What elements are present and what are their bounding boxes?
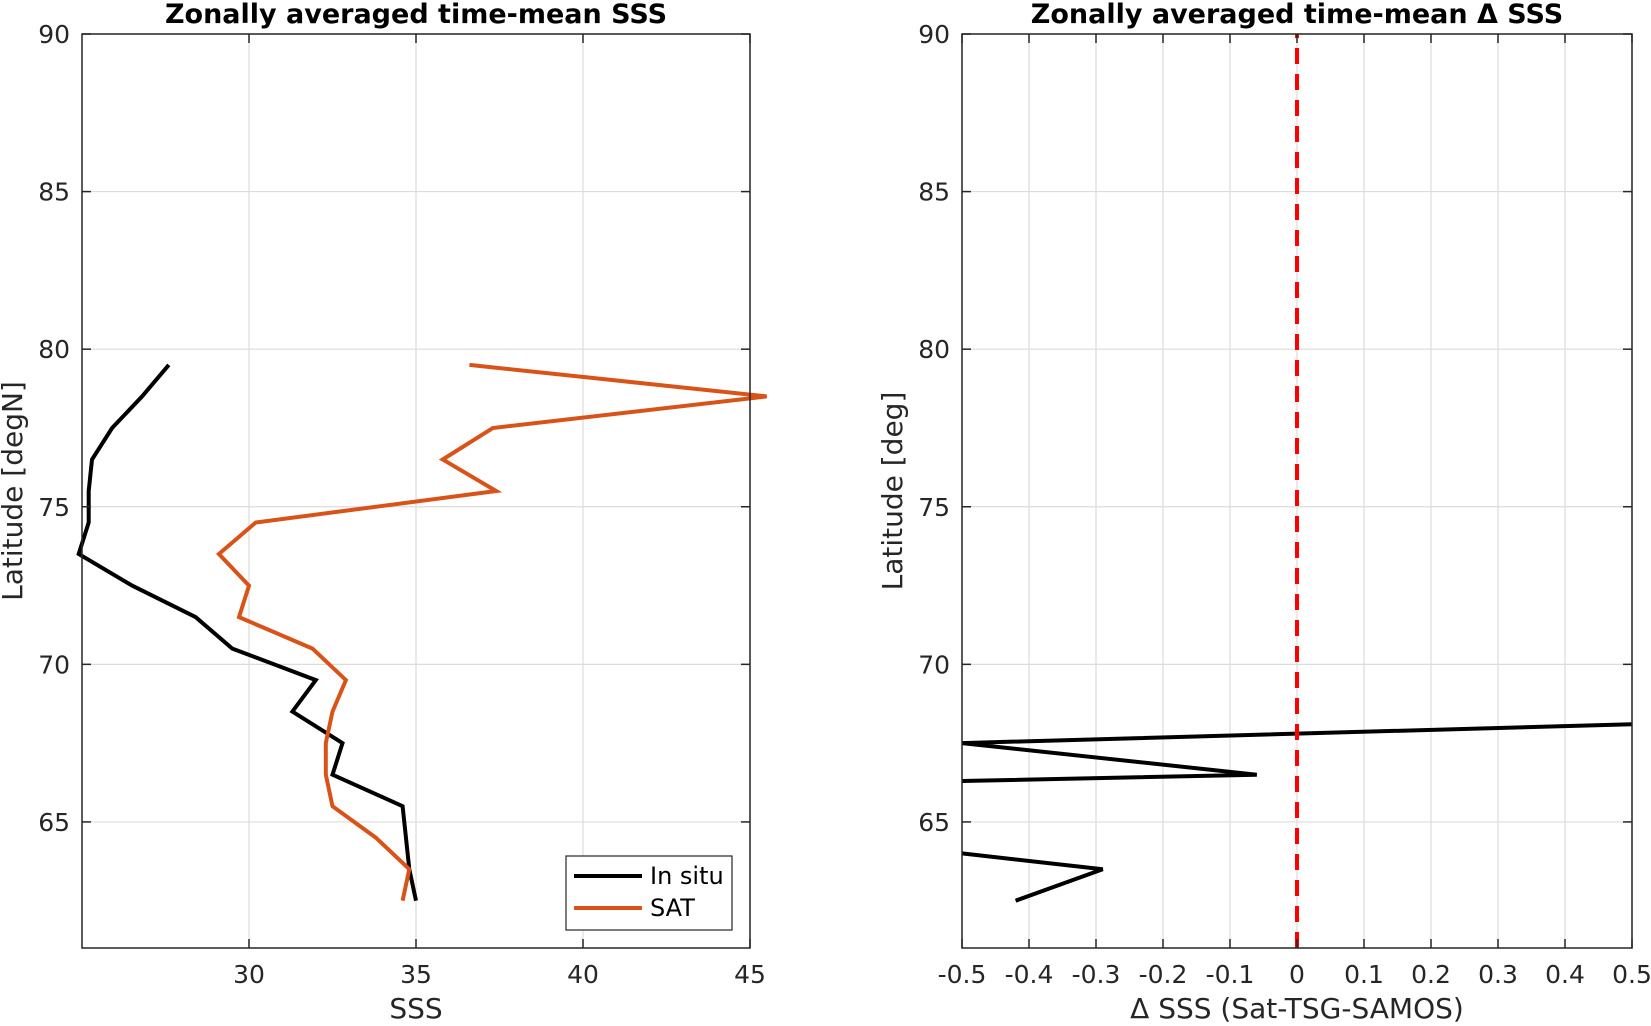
x-tick-label: 0.4 bbox=[1545, 960, 1585, 989]
y-tick-label: 70 bbox=[38, 650, 70, 679]
x-tick-label: 0 bbox=[1289, 960, 1305, 989]
y-tick-label: 90 bbox=[38, 20, 70, 49]
legend-box bbox=[565, 855, 733, 931]
x-tick-label: 0.1 bbox=[1344, 960, 1384, 989]
x-tick-label: 0.2 bbox=[1411, 960, 1451, 989]
y-tick-label: 70 bbox=[918, 650, 950, 679]
x-axis-label: SSS bbox=[389, 992, 442, 1025]
x-tick-label: 0.3 bbox=[1478, 960, 1518, 989]
x-tick-label: -0.4 bbox=[1005, 960, 1054, 989]
series-line-1 bbox=[961, 851, 1104, 903]
sss-panel: 30 35 40 45 65 70 75 80 85 90 Zonally averaged tim… bbox=[0, 0, 767, 1025]
legend-label: In situ bbox=[650, 862, 724, 890]
y-tick-label: 75 bbox=[918, 493, 950, 522]
y-axis-label: Latitude [degN] bbox=[0, 381, 29, 601]
x-tick-label: -0.1 bbox=[1206, 960, 1255, 989]
series-line-in-situ bbox=[76, 363, 418, 902]
y-axis-label: Latitude [deg] bbox=[876, 392, 909, 591]
series-group bbox=[76, 362, 767, 902]
x-tick-label: 45 bbox=[734, 960, 766, 989]
series-line-sat bbox=[215, 362, 767, 902]
x-tick-label: -0.3 bbox=[1072, 960, 1121, 989]
y-tick-label: 85 bbox=[38, 178, 70, 207]
x-tick-label: -0.2 bbox=[1139, 960, 1188, 989]
x-tick-label: 40 bbox=[567, 960, 599, 989]
y-tick-label: 80 bbox=[38, 335, 70, 364]
y-tick-label: 85 bbox=[918, 178, 950, 207]
y-tick-label: 90 bbox=[918, 20, 950, 49]
x-tick-label: 0.5 bbox=[1612, 960, 1651, 989]
y-tick-label: 80 bbox=[918, 335, 950, 364]
series-group bbox=[961, 34, 1633, 948]
delta-sss-panel: -0.5 -0.4 -0.3 -0.2 -0.1 0 0.1 0.2 0.3 0.4 0.5 65 70… bbox=[876, 0, 1651, 1025]
y-tick-label: 75 bbox=[38, 493, 70, 522]
chart-title: Zonally averaged time-mean SSS bbox=[165, 0, 667, 30]
legend-label: SAT bbox=[650, 894, 695, 922]
y-tick-label: 65 bbox=[38, 808, 70, 837]
chart-title: Zonally averaged time-mean Δ SSS bbox=[1031, 0, 1563, 30]
x-tick-label: 30 bbox=[233, 960, 265, 989]
x-tick-label: -0.5 bbox=[938, 960, 987, 989]
y-tick-label: 65 bbox=[918, 808, 950, 837]
x-tick-label: 35 bbox=[400, 960, 432, 989]
x-axis-label: Δ SSS (Sat-TSG-SAMOS) bbox=[1130, 992, 1464, 1025]
legend: In situ SAT bbox=[565, 855, 733, 931]
